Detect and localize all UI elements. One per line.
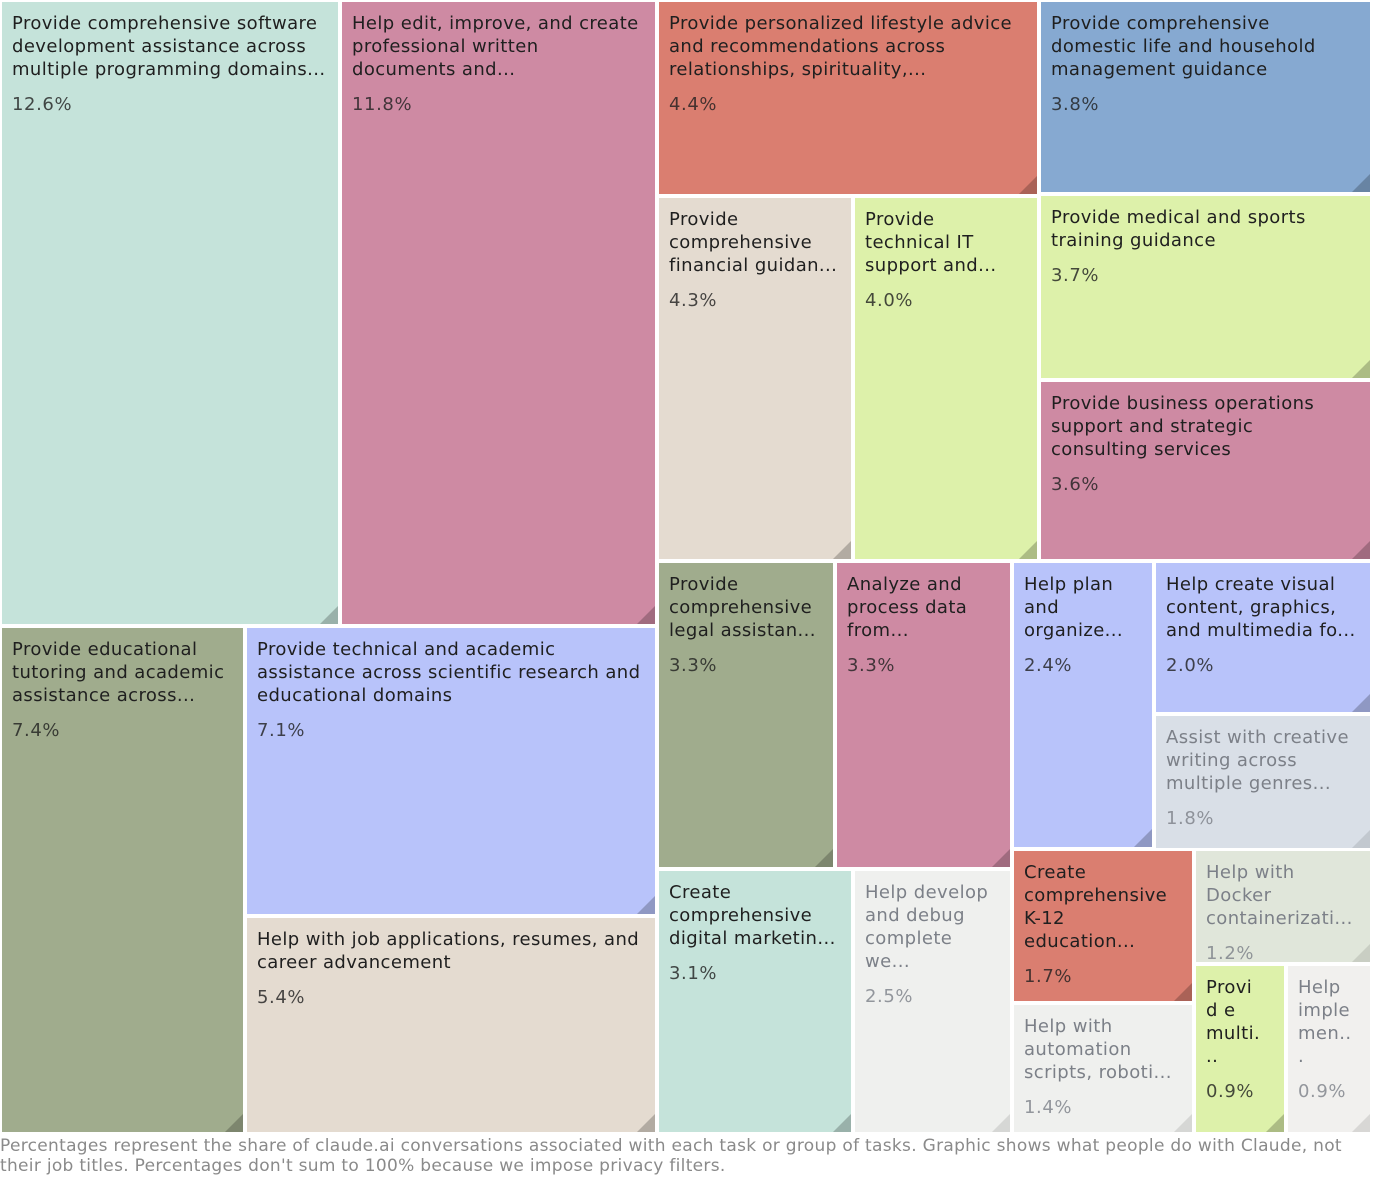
tile-label: Provid e multi... — [1206, 977, 1261, 1067]
tile-label: Help plan and organize... — [1024, 574, 1124, 641]
tile-label: Help edit, improve, and create professio… — [352, 13, 639, 80]
treemap-tile[interactable]: Provide technical and academic assistanc… — [245, 626, 657, 916]
tile-corner-fold — [1266, 1114, 1284, 1132]
tile-label: Provide comprehensive legal assistan... — [669, 574, 816, 641]
tile-label: Create comprehensive K-12 education... — [1024, 862, 1168, 952]
tile-value: 2.5% — [865, 986, 914, 1007]
tile-value: 4.0% — [865, 290, 914, 311]
tile-value: 11.8% — [352, 94, 413, 115]
tile-label: Provide educational tutoring and academi… — [12, 639, 225, 706]
treemap-tile[interactable]: Provide technical IT support and... 4.0% — [853, 196, 1039, 561]
tile-label: Create comprehensive digital marketin... — [669, 882, 836, 949]
tile-corner-fold — [1019, 176, 1037, 194]
tile-label: Provide medical and sports training guid… — [1051, 207, 1306, 251]
tile-value: 1.4% — [1024, 1097, 1073, 1118]
treemap-tile[interactable]: Help imple men... 0.9% — [1286, 964, 1372, 1134]
tile-corner-fold — [833, 541, 851, 559]
treemap-tile[interactable]: Analyze and process data from... 3.3% — [835, 561, 1012, 869]
treemap-tile[interactable]: Provide comprehensive financial guidan..… — [657, 196, 853, 561]
tile-value: 5.4% — [257, 987, 306, 1008]
tile-value: 3.8% — [1051, 94, 1100, 115]
tile-corner-fold — [1352, 360, 1370, 378]
tile-value: 3.6% — [1051, 474, 1100, 495]
tile-label: Help create visual content, graphics, an… — [1166, 574, 1356, 641]
tile-corner-fold — [1352, 174, 1370, 192]
tile-label: Provide technical and academic assistanc… — [257, 639, 641, 706]
treemap-tile[interactable]: Provide comprehensive domestic life and … — [1039, 0, 1372, 194]
tile-label: Provide comprehensive software developme… — [12, 13, 326, 80]
treemap: Provide comprehensive software developme… — [0, 0, 1372, 1134]
treemap-tile[interactable]: Assist with creative writing across mult… — [1154, 714, 1372, 850]
tile-corner-fold — [637, 606, 655, 624]
tile-label: Provide technical IT support and... — [865, 209, 997, 276]
tile-corner-fold — [1174, 1114, 1192, 1132]
treemap-tile[interactable]: Create comprehensive K-12 education... 1.… — [1012, 849, 1194, 1003]
tile-corner-fold — [1352, 694, 1370, 712]
treemap-tile[interactable]: Help with job applications, resumes, and… — [245, 916, 657, 1134]
tile-corner-fold — [1352, 944, 1370, 962]
treemap-tile[interactable]: Help with Docker containerizati... 1.2% — [1194, 849, 1372, 964]
tile-corner-fold — [815, 849, 833, 867]
tile-label: Provide comprehensive financial guidan..… — [669, 209, 838, 276]
tile-label: Help imple men... — [1298, 977, 1352, 1067]
treemap-tile[interactable]: Provid e multi... 0.9% — [1194, 964, 1286, 1134]
treemap-tile[interactable]: Provide comprehensive software developme… — [0, 0, 340, 626]
tile-corner-fold — [637, 896, 655, 914]
tile-label: Help develop and debug complete we... — [865, 882, 989, 972]
tile-value: 3.3% — [669, 655, 718, 676]
treemap-tile[interactable]: Help with automation scripts, roboti... 1… — [1012, 1003, 1194, 1134]
tile-corner-fold — [320, 606, 338, 624]
treemap-tile[interactable]: Help develop and debug complete we... 2.5… — [853, 869, 1012, 1134]
tile-value: 4.3% — [669, 290, 718, 311]
treemap-tile[interactable]: Help edit, improve, and create professio… — [340, 0, 657, 626]
treemap-tile[interactable]: Provide business operations support and … — [1039, 380, 1372, 561]
tile-corner-fold — [833, 1114, 851, 1132]
tile-value: 7.4% — [12, 720, 61, 741]
tile-corner-fold — [992, 1114, 1010, 1132]
tile-corner-fold — [1019, 541, 1037, 559]
tile-label: Help with automation scripts, roboti... — [1024, 1016, 1172, 1083]
treemap-tile[interactable]: Create comprehensive digital marketin...… — [657, 869, 853, 1134]
treemap-tile[interactable]: Provide comprehensive legal assistan... 3… — [657, 561, 835, 869]
tile-value: 1.7% — [1024, 966, 1073, 987]
treemap-tile[interactable]: Provide personalized lifestyle advice an… — [657, 0, 1039, 196]
tile-corner-fold — [1134, 829, 1152, 847]
treemap-tile[interactable]: Help create visual content, graphics, an… — [1154, 561, 1372, 714]
tile-corner-fold — [1174, 983, 1192, 1001]
tile-corner-fold — [992, 849, 1010, 867]
tile-value: 1.2% — [1206, 943, 1255, 964]
tile-corner-fold — [225, 1114, 243, 1132]
tile-corner-fold — [1352, 541, 1370, 559]
tile-value: 12.6% — [12, 94, 73, 115]
tile-value: 3.1% — [669, 963, 718, 984]
tile-value: 2.0% — [1166, 655, 1215, 676]
treemap-tile[interactable]: Provide medical and sports training guid… — [1039, 194, 1372, 380]
tile-corner-fold — [1352, 1114, 1370, 1132]
tile-value: 1.8% — [1166, 808, 1215, 829]
tile-value: 3.3% — [847, 655, 896, 676]
tile-value: 0.9% — [1206, 1081, 1255, 1102]
treemap-tile[interactable]: Provide educational tutoring and academi… — [0, 626, 245, 1134]
tile-corner-fold — [1352, 830, 1370, 848]
footnote: Percentages represent the share of claud… — [0, 1136, 1342, 1176]
tile-label: Help with Docker containerizati... — [1206, 862, 1353, 929]
tile-label: Provide comprehensive domestic life and … — [1051, 13, 1316, 80]
tile-label: Provide business operations support and … — [1051, 393, 1315, 460]
tile-label: Assist with creative writing across mult… — [1166, 727, 1349, 794]
treemap-tile[interactable]: Help plan and organize... 2.4% — [1012, 561, 1154, 849]
tile-value: 0.9% — [1298, 1081, 1347, 1102]
tile-label: Help with job applications, resumes, and… — [257, 929, 640, 973]
tile-value: 2.4% — [1024, 655, 1073, 676]
tile-label: Provide personalized lifestyle advice an… — [669, 13, 1013, 80]
tile-value: 7.1% — [257, 720, 306, 741]
tile-value: 3.7% — [1051, 265, 1100, 286]
tile-label: Analyze and process data from... — [847, 574, 968, 641]
tile-value: 4.4% — [669, 94, 718, 115]
tile-corner-fold — [637, 1114, 655, 1132]
